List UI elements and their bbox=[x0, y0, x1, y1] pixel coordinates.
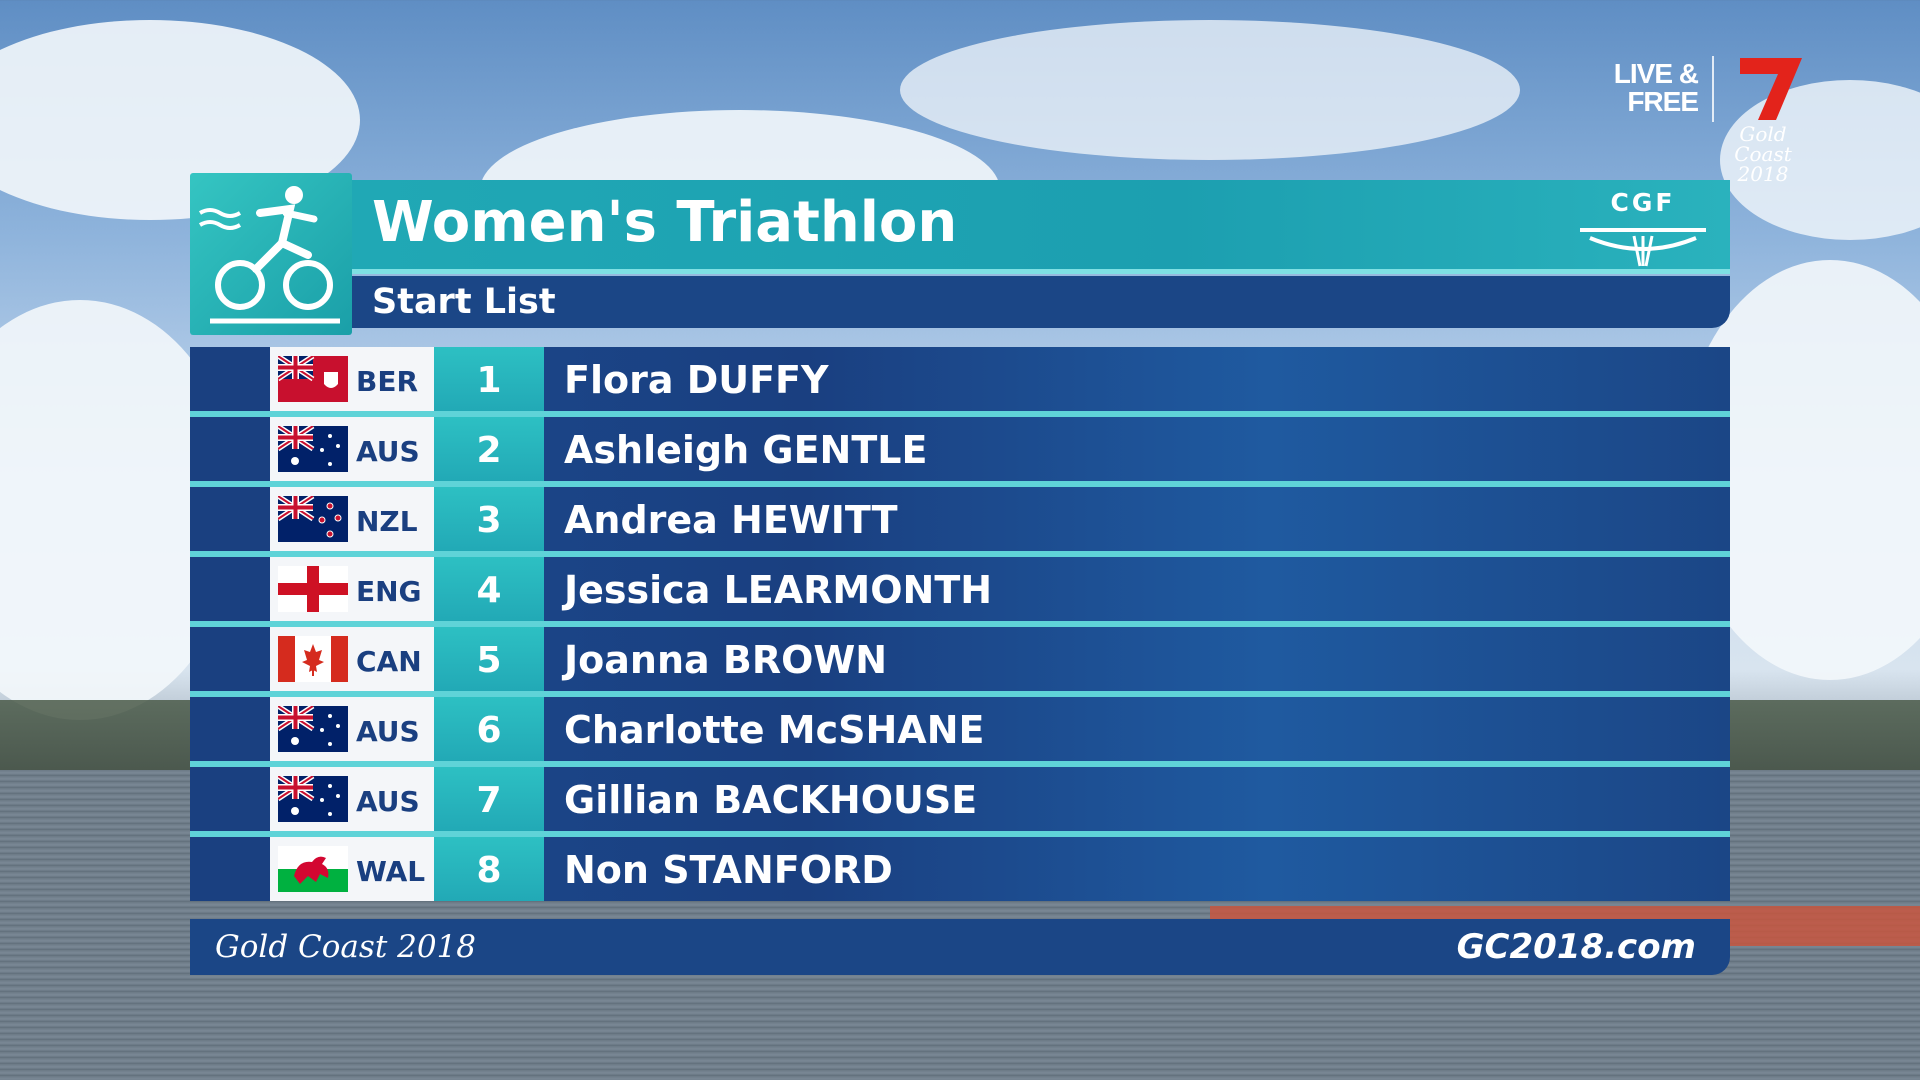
athlete-name: Jessica LEARMONTH bbox=[564, 568, 993, 612]
athlete-name: Joanna BROWN bbox=[564, 638, 888, 682]
nation-code: BER bbox=[356, 365, 419, 398]
bermuda-flag-icon bbox=[278, 356, 348, 402]
cgf-emblem-icon bbox=[1580, 228, 1706, 267]
start-number: 4 bbox=[476, 570, 502, 611]
athlete-name: Flora DUFFY bbox=[564, 358, 829, 402]
channel-seven-logo bbox=[1740, 58, 1802, 120]
page-title: Women's Triathlon bbox=[372, 190, 958, 255]
australia-flag-icon bbox=[278, 706, 348, 752]
broadcaster-logo: LIVE & FREE Gold Coast 2018 bbox=[1612, 54, 1822, 184]
athlete-name: Charlotte McSHANE bbox=[564, 708, 985, 752]
wales-flag-icon bbox=[278, 846, 348, 892]
event-logo-text: Gold Coast 2018 bbox=[1734, 122, 1792, 186]
nation-code: WAL bbox=[356, 855, 426, 888]
page-subtitle: Start List bbox=[372, 282, 556, 322]
start-number: 1 bbox=[476, 360, 502, 401]
list-item: NZL 3 Andrea HEWITT bbox=[190, 487, 1730, 557]
live-and-free-label: LIVE & FREE bbox=[1613, 58, 1699, 117]
start-number: 8 bbox=[476, 850, 502, 891]
athlete-name: Gillian BACKHOUSE bbox=[564, 778, 978, 822]
australia-flag-icon bbox=[278, 776, 348, 822]
triathlon-icon bbox=[190, 173, 352, 335]
nation-code: AUS bbox=[356, 435, 420, 468]
nation-code: ENG bbox=[356, 575, 422, 608]
athlete-name: Andrea HEWITT bbox=[564, 498, 898, 542]
bug-divider bbox=[1712, 56, 1714, 122]
new-zealand-flag-icon bbox=[278, 496, 348, 542]
list-item: CAN 5 Joanna BROWN bbox=[190, 627, 1730, 697]
title-bar bbox=[352, 180, 1730, 272]
list-item: WAL 8 Non STANFORD bbox=[190, 837, 1730, 901]
title-stripe bbox=[352, 269, 1730, 274]
list-item: AUS 6 Charlotte McSHANE bbox=[190, 697, 1730, 767]
subtitle-bar bbox=[352, 276, 1730, 328]
nation-code: CAN bbox=[356, 645, 422, 678]
athlete-name: Non STANFORD bbox=[564, 848, 893, 892]
start-number: 2 bbox=[476, 430, 502, 471]
start-number: 3 bbox=[476, 500, 502, 541]
nation-code: NZL bbox=[356, 505, 418, 538]
nation-code: AUS bbox=[356, 785, 420, 818]
list-item: AUS 7 Gillian BACKHOUSE bbox=[190, 767, 1730, 837]
event-brand: Gold Coast 2018 bbox=[215, 929, 477, 965]
start-number: 6 bbox=[476, 710, 502, 751]
start-number: 5 bbox=[476, 640, 502, 681]
australia-flag-icon bbox=[278, 426, 348, 472]
england-flag-icon bbox=[278, 566, 348, 612]
cgf-label: CGF bbox=[1610, 188, 1676, 217]
event-website: GC2018.com bbox=[1456, 927, 1696, 967]
cgf-logo: CGF bbox=[1576, 188, 1710, 270]
athlete-name: Ashleigh GENTLE bbox=[564, 428, 928, 472]
nation-code: AUS bbox=[356, 715, 420, 748]
footer-bar bbox=[190, 919, 1730, 975]
list-item: AUS 2 Ashleigh GENTLE bbox=[190, 417, 1730, 487]
canada-flag-icon bbox=[278, 636, 348, 682]
start-number: 7 bbox=[476, 780, 502, 821]
list-item: BER 1 Flora DUFFY bbox=[190, 347, 1730, 417]
list-item: ENG 4 Jessica LEARMONTH bbox=[190, 557, 1730, 627]
